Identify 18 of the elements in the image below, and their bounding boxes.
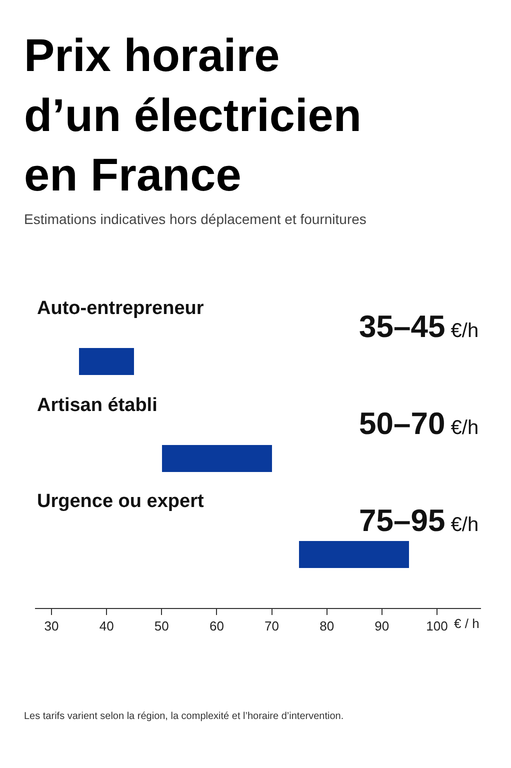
y-tick-label: Artisan établi: [37, 395, 158, 416]
x-tick-label: 80: [320, 618, 334, 634]
data-label: 75–95 €/h: [359, 503, 479, 538]
x-tick-label: 90: [374, 618, 390, 634]
x-tick-label: 60: [209, 618, 224, 634]
x-tick-label: 100: [426, 618, 448, 634]
y-tick-label: Auto-entrepreneur: [37, 298, 204, 319]
x-tick-label: 50: [154, 618, 169, 634]
x-tick-label: 40: [99, 618, 114, 634]
text: Les tarifs varient selon la région, la complexité et l’horaire d’intervention.: [24, 711, 344, 722]
data-label: 50–70 €/h: [359, 406, 479, 441]
data-label: 35–45 €/h: [359, 309, 479, 344]
x-axis-title: € / h: [454, 616, 480, 631]
x-tick-label: 70: [264, 618, 280, 634]
chart-subtitle: Estimations indicatives hors déplacement et fournitures: [24, 211, 366, 227]
chart-title: Prix horaire d’un électricien en France: [24, 29, 362, 201]
y-tick-label: Urgence ou expert: [37, 491, 204, 512]
x-tick-label: 30: [44, 618, 59, 634]
